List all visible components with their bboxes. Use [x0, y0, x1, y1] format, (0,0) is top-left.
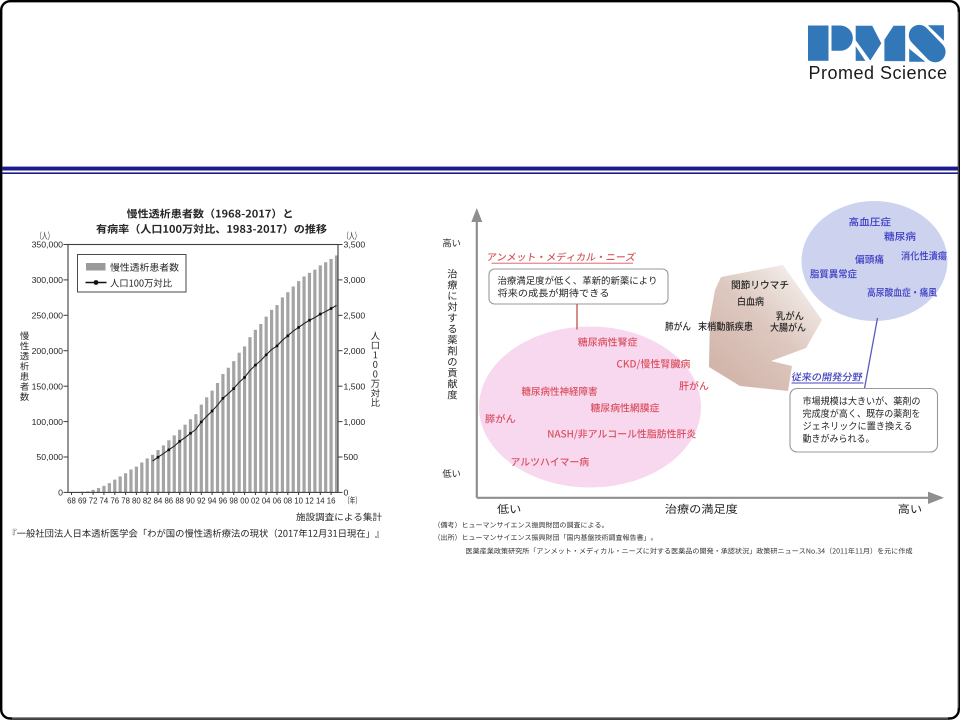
svg-text:02: 02 — [251, 497, 260, 506]
svg-text:1,000: 1,000 — [344, 417, 366, 427]
svg-text:2,000: 2,000 — [344, 346, 366, 356]
svg-text:72: 72 — [89, 497, 98, 506]
svg-text:1,500: 1,500 — [344, 381, 366, 391]
svg-text:06: 06 — [273, 497, 282, 506]
svg-text:04: 04 — [262, 497, 271, 506]
svg-text:100,000: 100,000 — [32, 417, 64, 427]
svg-text:350,000: 350,000 — [32, 240, 64, 250]
svg-text:200,000: 200,000 — [32, 346, 64, 356]
svg-text:69: 69 — [78, 497, 87, 506]
svg-text:68: 68 — [67, 497, 76, 506]
svg-text:80: 80 — [132, 497, 141, 506]
svg-text:12: 12 — [305, 497, 314, 506]
svg-text:00: 00 — [240, 497, 249, 506]
svg-text:10: 10 — [294, 497, 303, 506]
svg-text:78: 78 — [121, 497, 130, 506]
svg-text:0: 0 — [58, 488, 63, 498]
svg-text:96: 96 — [219, 497, 228, 506]
svg-text:08: 08 — [283, 497, 292, 506]
svg-text:88: 88 — [175, 497, 184, 506]
svg-text:0: 0 — [344, 488, 349, 498]
svg-text:90: 90 — [186, 497, 195, 506]
svg-text:92: 92 — [197, 497, 206, 506]
svg-text:82: 82 — [143, 497, 152, 506]
svg-text:14: 14 — [316, 497, 325, 506]
svg-text:500: 500 — [344, 452, 359, 462]
svg-text:16: 16 — [327, 497, 336, 506]
svg-text:94: 94 — [208, 497, 217, 506]
svg-text:150,000: 150,000 — [32, 381, 64, 391]
svg-text:84: 84 — [154, 497, 163, 506]
svg-text:3,500: 3,500 — [344, 240, 366, 250]
svg-text:98: 98 — [229, 497, 238, 506]
svg-text:50,000: 50,000 — [36, 452, 63, 462]
svg-text:86: 86 — [164, 497, 173, 506]
svg-text:Promed Science: Promed Science — [809, 63, 948, 83]
svg-text:300,000: 300,000 — [32, 275, 64, 285]
svg-text:2,500: 2,500 — [344, 311, 366, 321]
svg-text:250,000: 250,000 — [32, 311, 64, 321]
svg-text:3,000: 3,000 — [344, 275, 366, 285]
svg-text:76: 76 — [110, 497, 119, 506]
svg-text:74: 74 — [100, 497, 109, 506]
